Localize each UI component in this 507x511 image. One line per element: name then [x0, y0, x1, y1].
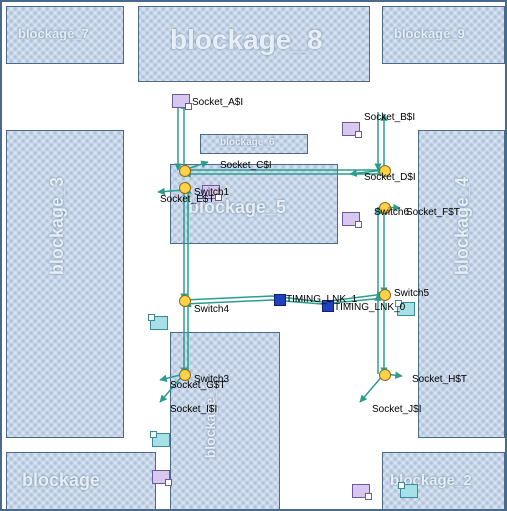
floorplan-canvas: blockage_1blockage_2blockage_3blockage_4…: [0, 0, 507, 511]
socket-target-icon: [150, 316, 168, 330]
switch-node: [179, 182, 191, 194]
socket-label: Socket_H$T: [412, 374, 467, 385]
socket-label: Socket_E$T: [160, 194, 214, 205]
switch-node: [379, 369, 391, 381]
socket-input-icon: [342, 122, 360, 136]
socket-label: Socket_C$I: [220, 160, 272, 171]
blockage-label: blockage_1: [202, 382, 218, 458]
switch-label: Switch4: [194, 304, 229, 315]
socket-label: Socket_I$I: [170, 404, 217, 415]
socket-target-icon: [400, 484, 418, 498]
blockage-label: blockage_6: [220, 137, 274, 148]
timing-link-icon: [274, 294, 286, 306]
socket-label: Socket_J$I: [372, 404, 421, 415]
socket-label: Socket_B$I: [364, 112, 415, 123]
socket-target-icon: [152, 433, 170, 447]
switch-label: Switch6: [374, 207, 409, 218]
switch-node: [379, 289, 391, 301]
blockage-label: blockage_3: [47, 177, 68, 275]
socket-input-icon: [152, 470, 170, 484]
blockage-label: blockage_8: [170, 24, 323, 56]
blockage-label: blockage_7: [18, 26, 89, 41]
switch-label: Switch5: [394, 288, 429, 299]
blockage-label: blockage: [22, 470, 100, 491]
timing-link-label: TIMING_LNK_0: [334, 302, 405, 313]
switch-node: [179, 295, 191, 307]
socket-input-icon: [172, 94, 190, 108]
switch-node: [179, 165, 191, 177]
socket-label: Socket_A$I: [192, 97, 243, 108]
blockage-label: blockage_4: [452, 177, 473, 275]
socket-input-icon: [352, 484, 370, 498]
socket-label: Socket_F$T: [406, 207, 460, 218]
socket-input-icon: [342, 212, 360, 226]
socket-label: Socket_G$T: [170, 380, 226, 391]
socket-label: Socket_D$I: [364, 172, 416, 183]
blockage-label: blockage_9: [394, 26, 465, 41]
blockage-region: [170, 332, 280, 510]
